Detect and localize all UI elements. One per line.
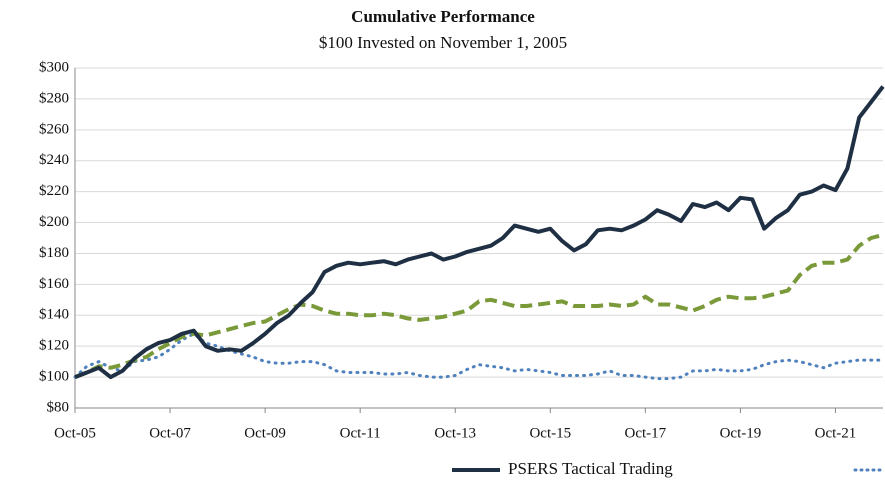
series-line [73, 332, 885, 381]
x-tick-label: Oct-19 [720, 425, 762, 441]
series-line [74, 232, 884, 379]
x-tick-label: Oct-05 [54, 425, 96, 441]
y-tick-label: $180 [39, 245, 69, 261]
y-tick-label: $240 [39, 152, 69, 168]
y-tick-label: $300 [39, 59, 69, 75]
x-tick-label: Oct-21 [815, 425, 857, 441]
y-tick-label: $140 [39, 307, 69, 323]
y-tick-label: $80 [47, 399, 70, 415]
y-tick-label: $120 [39, 338, 69, 354]
legend-label: PSERS Tactical Trading [508, 459, 673, 478]
x-tick-label: Oct-11 [340, 425, 381, 441]
chart-title: Cumulative Performance [351, 7, 535, 26]
x-tick-label: Oct-13 [434, 425, 476, 441]
x-tick-label: Oct-17 [625, 425, 667, 441]
y-tick-label: $220 [39, 183, 69, 199]
y-tick-label: $100 [39, 369, 69, 385]
y-tick-label: $260 [39, 121, 69, 137]
x-tick-label: Oct-15 [529, 425, 571, 441]
chart-subtitle: $100 Invested on November 1, 2005 [319, 33, 567, 52]
y-tick-label: $200 [39, 214, 69, 230]
x-tick-label: Oct-07 [149, 425, 191, 441]
y-tick-label: $160 [39, 276, 69, 292]
y-tick-label: $280 [39, 90, 69, 106]
series-line [74, 85, 885, 380]
x-tick-label: Oct-09 [244, 425, 286, 441]
